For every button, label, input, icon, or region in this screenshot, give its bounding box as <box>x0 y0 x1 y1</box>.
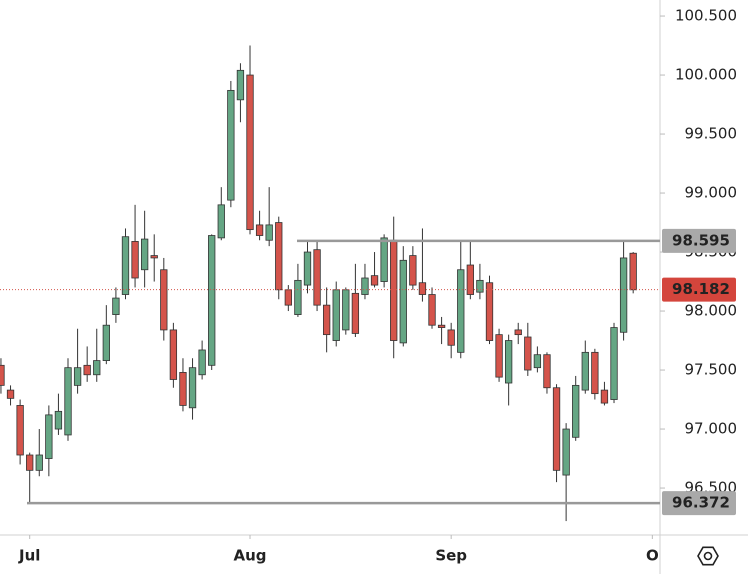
candle-body <box>121 236 130 295</box>
x-tick-label: O <box>646 547 659 565</box>
y-tick-label: 100.000 <box>675 66 737 84</box>
candle-body <box>140 238 149 271</box>
candle-body <box>524 336 532 371</box>
candle-body <box>581 351 589 391</box>
y-tick-label: 98.000 <box>685 302 738 320</box>
x-tick-label: Aug <box>233 547 266 565</box>
candle-body <box>227 89 235 201</box>
x-tick-label: Jul <box>18 547 40 565</box>
candle-body <box>447 329 455 346</box>
candle-body <box>543 354 551 389</box>
candle-body <box>217 204 225 239</box>
level-label: 96.372 <box>672 494 730 512</box>
candle-body <box>208 235 216 366</box>
candle-body <box>619 257 628 333</box>
candle-body <box>294 279 302 315</box>
candle-body <box>303 251 312 286</box>
x-tick-label: Sep <box>435 547 467 565</box>
candle-body <box>26 454 34 471</box>
candle-body <box>255 224 264 236</box>
candle-body <box>370 275 379 286</box>
candle-body <box>150 255 158 259</box>
candle-body <box>610 327 618 400</box>
candle-body <box>514 329 522 336</box>
candle-body <box>428 294 436 326</box>
candle-body <box>188 367 197 409</box>
y-tick-label: 97.500 <box>685 361 738 379</box>
last-price-label: 98.182 <box>672 280 730 298</box>
candle-body <box>45 414 53 459</box>
candle-body <box>102 324 110 361</box>
candle-body <box>399 259 407 344</box>
y-tick-label: 100.500 <box>675 7 737 25</box>
candle-body <box>179 371 187 406</box>
settings-icon[interactable] <box>697 546 719 566</box>
candle-body <box>169 329 178 380</box>
candle-body <box>16 405 24 456</box>
candle-body <box>35 454 43 471</box>
candle-body <box>83 364 91 376</box>
candle-body <box>629 252 637 291</box>
candle-body <box>495 334 503 378</box>
candle-body <box>6 389 15 399</box>
candle-body <box>562 428 570 476</box>
candle-body <box>485 282 494 341</box>
candle-body <box>64 367 72 436</box>
candle-body <box>73 367 82 386</box>
level-label-box <box>662 491 736 516</box>
candle-body <box>275 222 283 291</box>
candle-body <box>505 340 513 384</box>
candle-body <box>131 241 139 279</box>
candle-body <box>160 269 168 331</box>
y-tick-label: 99.500 <box>685 125 738 143</box>
candle-body <box>93 360 101 376</box>
candle-body <box>572 384 580 438</box>
candle-body <box>112 297 120 315</box>
candle-body <box>236 69 245 101</box>
level-label: 98.595 <box>672 231 730 249</box>
candle-body <box>322 304 331 336</box>
candle-body <box>409 255 417 286</box>
candle-body <box>591 351 599 395</box>
candle-body <box>265 224 273 241</box>
candle-body <box>600 389 609 404</box>
candle-body <box>361 277 369 295</box>
candle-body <box>390 239 398 341</box>
candle-body <box>533 354 542 369</box>
candle-body <box>476 279 484 293</box>
candle-body <box>457 269 465 353</box>
y-tick-label: 99.000 <box>685 184 738 202</box>
candle-body <box>351 292 360 334</box>
candle-body <box>437 324 446 328</box>
candle-body <box>54 410 63 430</box>
candle-body <box>198 349 206 376</box>
candle-body <box>284 289 292 306</box>
settings-dot <box>703 551 713 561</box>
y-tick-label: 97.000 <box>685 420 738 438</box>
settings-hexagon <box>697 546 719 566</box>
candle-body <box>0 364 5 386</box>
candle-body <box>342 289 350 331</box>
candle-body <box>552 387 561 471</box>
last-price-label-box <box>662 277 736 302</box>
candle-body <box>246 74 254 231</box>
candle-body <box>418 282 427 295</box>
level-label-box <box>662 228 736 253</box>
candle-body <box>313 249 321 306</box>
candle-body <box>332 289 340 341</box>
candle-body <box>380 237 388 282</box>
candle-body <box>466 264 474 295</box>
